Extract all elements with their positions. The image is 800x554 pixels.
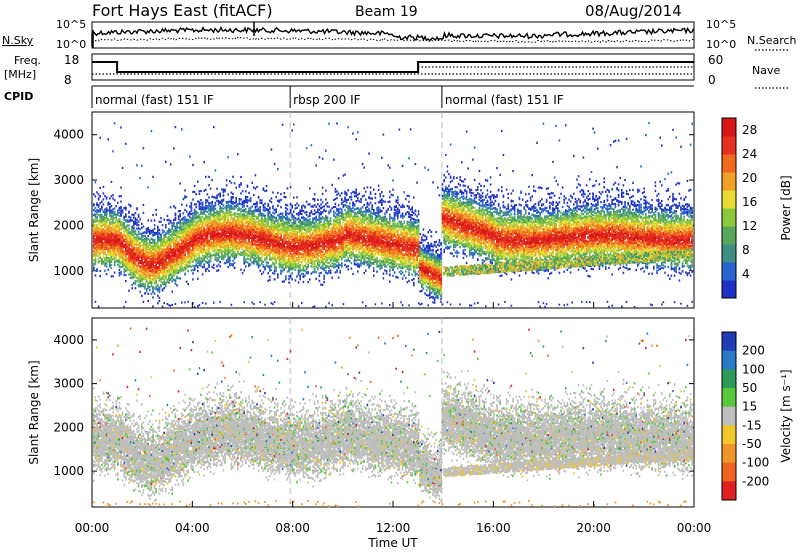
power-colorbar-tick: 28 [742, 123, 757, 137]
velocity-colorbar-tick: -200 [742, 474, 769, 488]
noise-tick-left-bottom: 10^0 [56, 38, 86, 51]
velocity-colorbar-cell [722, 462, 736, 482]
power-ytick-label: 2000 [53, 218, 84, 232]
x-tick-label: 08:00 [275, 521, 310, 535]
cpid-segment-label: rbsp 200 IF [293, 93, 360, 107]
velocity-ytick-label: 3000 [53, 377, 84, 391]
freq-label-1: Freq. [14, 54, 41, 67]
x-tick-label: 00:00 [677, 521, 712, 535]
power-colorbar-tick: 4 [742, 267, 750, 281]
x-tick-label: 12:00 [376, 521, 411, 535]
power-colorbar-cell [722, 118, 736, 137]
chart-title: Fort Hays East (fitACF) [92, 3, 273, 19]
power-colorbar-tick: 8 [742, 243, 750, 257]
power-colorbar-cell [722, 244, 736, 263]
power-colorbar-frame [721, 117, 737, 299]
power-panel-frame [91, 111, 695, 309]
power-colorbar-label: Power [dB] [779, 175, 793, 240]
freq-label-2: [MHz] [4, 68, 36, 81]
power-ytick-label: 4000 [53, 128, 84, 142]
velocity-colorbar-tick: 15 [742, 400, 757, 414]
noise-search-trace [91, 36, 694, 43]
noise-right-label: N.Search [747, 34, 797, 47]
power-panel: Slant Range [km] 1000 2000 3000 4000 [27, 111, 695, 309]
x-tick-label: 16:00 [476, 521, 511, 535]
velocity-colorbar-tick: -15 [742, 418, 762, 432]
velocity-colorbar-cell [722, 388, 736, 408]
x-tick-label: 04:00 [175, 521, 210, 535]
x-tick-label: 20:00 [576, 521, 611, 535]
noise-tick-left-top: 10^5 [56, 18, 86, 31]
x-tick-label: 00:00 [75, 521, 110, 535]
velocity-colorbar-cell [722, 444, 736, 464]
cpid-segment-label: normal (fast) 151 IF [445, 93, 564, 107]
velocity-colorbar-cell [722, 350, 736, 370]
velocity-colorbar-tick: 100 [742, 362, 765, 376]
power-colorbar-cell [722, 154, 736, 173]
freq-tick-bottom: 8 [64, 73, 72, 87]
velocity-colorbar-cell [722, 481, 736, 501]
freq-trace [92, 61, 694, 73]
colorbars: 4 8 12 16 20 24 28 Power [dB] 200 100 50 15 -15 -50 -1… [721, 117, 793, 501]
x-axis-label: Time UT [367, 536, 418, 550]
velocity-colorbar-tick: -50 [742, 437, 762, 451]
freq-tick-top: 18 [64, 53, 79, 67]
power-colorbar-cell [722, 190, 736, 209]
power-cells [93, 122, 693, 308]
power-colorbar-cell [722, 280, 736, 299]
power-colorbar-cell [722, 208, 736, 227]
power-ytick-label: 1000 [53, 264, 84, 278]
velocity-colorbar-tick: 50 [742, 381, 757, 395]
nave-tick-top: 60 [708, 53, 723, 67]
date-label: 08/Aug/2014 [585, 4, 682, 19]
noise-tick-right-top: 10^5 [706, 18, 736, 31]
cpid-label: CPID [4, 90, 33, 103]
power-colorbar-tick: 24 [742, 147, 757, 161]
power-colorbar-cell [722, 226, 736, 245]
velocity-cells [93, 327, 693, 508]
power-colorbar-cell [722, 262, 736, 281]
velocity-colorbar-cell [722, 332, 736, 352]
noise-tick-right-bottom: 10^0 [706, 38, 736, 51]
noise-panel: N.Sky N.Search 10^5 10^0 10^5 10^0 [2, 18, 797, 51]
freq-frame [91, 53, 695, 81]
velocity-colorbar-cell [722, 425, 736, 445]
velocity-colorbar-cell [722, 406, 736, 426]
velocity-ytick-label: 2000 [53, 420, 84, 434]
power-colorbar-cell [722, 136, 736, 155]
frequency-panel: Freq.[MHz] Nave 18 8 60 0 [4, 53, 790, 89]
x-axis: 00:00 04:00 08:00 12:00 16:00 20:00 00:00 Time … [75, 302, 712, 550]
noise-sky-trace [91, 26, 695, 46]
power-colorbar-cell [722, 172, 736, 191]
velocity-colorbar-cell [722, 369, 736, 389]
velocity-panel: Slant Range [km] 1000 2000 3000 4000 [27, 317, 695, 508]
nave-tick-bottom: 0 [708, 73, 716, 87]
noise-left-label: N.Sky [2, 34, 34, 47]
velocity-ytick-label: 4000 [53, 333, 84, 347]
power-colorbar-tick: 16 [742, 195, 757, 209]
cpid-segment-label: normal (fast) 151 IF [95, 93, 214, 107]
power-ytick-label: 3000 [53, 173, 84, 187]
velocity-colorbar-tick: 200 [742, 344, 765, 358]
power-colorbar-tick: 12 [742, 219, 757, 233]
velocity-colorbar-frame [721, 331, 737, 501]
nave-label: Nave [752, 64, 780, 77]
velocity-ytick-label: 1000 [53, 464, 84, 478]
velocity-colorbar-tick: -100 [742, 456, 769, 470]
velocity-colorbar-label: Velocity [m s⁻¹] [779, 369, 793, 462]
power-colorbar-tick: 20 [742, 171, 757, 185]
velocity-ylabel: Slant Range [km] [27, 360, 41, 464]
beam-label: Beam 19 [355, 5, 418, 19]
cpid-panel: CPID normal (fast) 151 IF rbsp 200 IF norma… [4, 85, 694, 108]
power-ylabel: Slant Range [km] [27, 158, 41, 262]
